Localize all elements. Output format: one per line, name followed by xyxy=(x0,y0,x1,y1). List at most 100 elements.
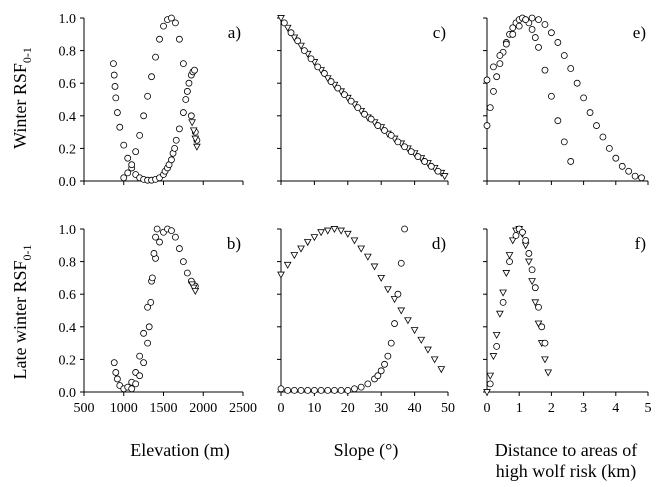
data-point-f xyxy=(499,298,507,306)
data-point-f xyxy=(492,331,501,339)
x-tick-label: 2 xyxy=(548,401,555,416)
data-point-d xyxy=(404,317,412,325)
data-point-a xyxy=(132,148,140,156)
data-point-c xyxy=(307,55,315,63)
data-point-c xyxy=(440,173,449,181)
data-point-e xyxy=(528,14,536,22)
data-point-b xyxy=(140,359,148,367)
data-point-d xyxy=(364,380,372,388)
data-point-f xyxy=(544,369,553,377)
data-point-a xyxy=(120,141,128,149)
data-point-e xyxy=(531,34,539,41)
data-point-a xyxy=(112,94,120,102)
data-point-b xyxy=(132,380,140,388)
data-point-a xyxy=(152,53,159,61)
x-tick-label: 2500 xyxy=(229,401,257,416)
data-point-d xyxy=(343,230,352,238)
data-point-d xyxy=(350,237,359,245)
data-point-b xyxy=(147,298,155,306)
panel-e: e) xyxy=(483,14,649,185)
data-point-c xyxy=(387,131,395,139)
data-point-e xyxy=(496,60,504,68)
data-point-a xyxy=(111,83,119,90)
data-point-d xyxy=(394,290,402,298)
x-tick-label: 0 xyxy=(484,401,491,416)
data-point-b xyxy=(140,329,148,337)
x-tick-label: 3 xyxy=(580,401,587,416)
data-point-e xyxy=(541,66,549,74)
data-point-d xyxy=(304,386,312,394)
data-point-e xyxy=(490,63,497,71)
data-point-f xyxy=(486,380,494,388)
data-point-d xyxy=(330,226,339,234)
data-point-e xyxy=(541,21,549,28)
y-tick-label: 0.8 xyxy=(59,45,77,60)
data-point-e xyxy=(490,87,497,95)
data-point-a xyxy=(168,14,175,22)
panel-a: 0.0 0.2 0.4 0.6 0.8 1.0 a) xyxy=(59,12,244,190)
x-tick-label: 0 xyxy=(278,401,285,416)
data-point-a xyxy=(148,73,155,81)
data-point-e xyxy=(567,158,575,165)
data-point-f xyxy=(522,237,530,244)
data-point-d xyxy=(344,386,352,394)
data-point-f xyxy=(531,299,540,307)
data-point-e xyxy=(486,104,494,112)
data-point-a xyxy=(160,22,167,30)
data-point-a xyxy=(136,131,144,139)
data-point-e xyxy=(554,39,562,46)
data-point-b xyxy=(145,323,153,331)
data-point-a xyxy=(175,125,183,133)
data-point-f xyxy=(506,258,513,266)
data-point-a xyxy=(187,112,195,120)
x-tick-label: 40 xyxy=(408,401,422,416)
panel-f: 0 1 2 3 4 5 f) xyxy=(483,225,652,416)
data-point-a xyxy=(171,144,179,152)
data-point-a xyxy=(191,66,198,74)
data-point-e xyxy=(638,174,645,182)
y-tick-label: 0.8 xyxy=(59,256,77,271)
data-point-f xyxy=(493,342,501,350)
data-point-d xyxy=(377,367,385,375)
data-point-e xyxy=(522,16,530,24)
panel-label-f: f) xyxy=(635,234,646,253)
distance-xlabel-line1: Distance to areas of xyxy=(495,440,637,460)
data-point-c xyxy=(401,143,408,151)
distance-xlabel-line2: high wolf risk (km) xyxy=(496,461,636,482)
x-tick-label: 10 xyxy=(307,401,321,416)
data-point-b xyxy=(168,227,175,235)
data-point-c xyxy=(327,78,335,85)
data-point-e xyxy=(560,52,568,59)
panel-label-c: c) xyxy=(433,23,446,42)
data-point-d xyxy=(437,366,446,374)
y-tick-label: 1.0 xyxy=(59,223,77,238)
data-point-c xyxy=(421,158,429,165)
data-point-c xyxy=(280,19,288,27)
data-point-e xyxy=(580,94,587,102)
data-point-f xyxy=(499,289,507,297)
data-point-d xyxy=(277,271,285,279)
data-point-f xyxy=(541,356,549,364)
x-tick-label: 4 xyxy=(612,401,619,416)
data-point-a xyxy=(172,19,179,27)
data-point-b xyxy=(113,375,121,383)
data-point-c xyxy=(361,110,368,118)
panel-label-e: e) xyxy=(633,23,646,42)
data-point-f xyxy=(541,339,549,347)
data-point-c xyxy=(427,162,435,170)
data-point-a xyxy=(113,109,121,116)
x-tick-label: 5 xyxy=(645,401,652,416)
data-point-e xyxy=(599,133,607,141)
data-point-d xyxy=(331,386,338,394)
data-point-e xyxy=(535,16,542,24)
data-point-b xyxy=(152,233,159,241)
data-point-c xyxy=(407,148,415,156)
data-point-a xyxy=(172,136,180,144)
data-point-a xyxy=(168,156,175,164)
y-tick-label: 0.0 xyxy=(59,175,77,190)
panel-c: c) xyxy=(277,15,449,185)
data-point-d xyxy=(284,386,292,394)
x-tick-label: 1 xyxy=(516,401,523,416)
x-tick-label: 500 xyxy=(74,401,95,416)
data-point-c xyxy=(341,91,348,99)
